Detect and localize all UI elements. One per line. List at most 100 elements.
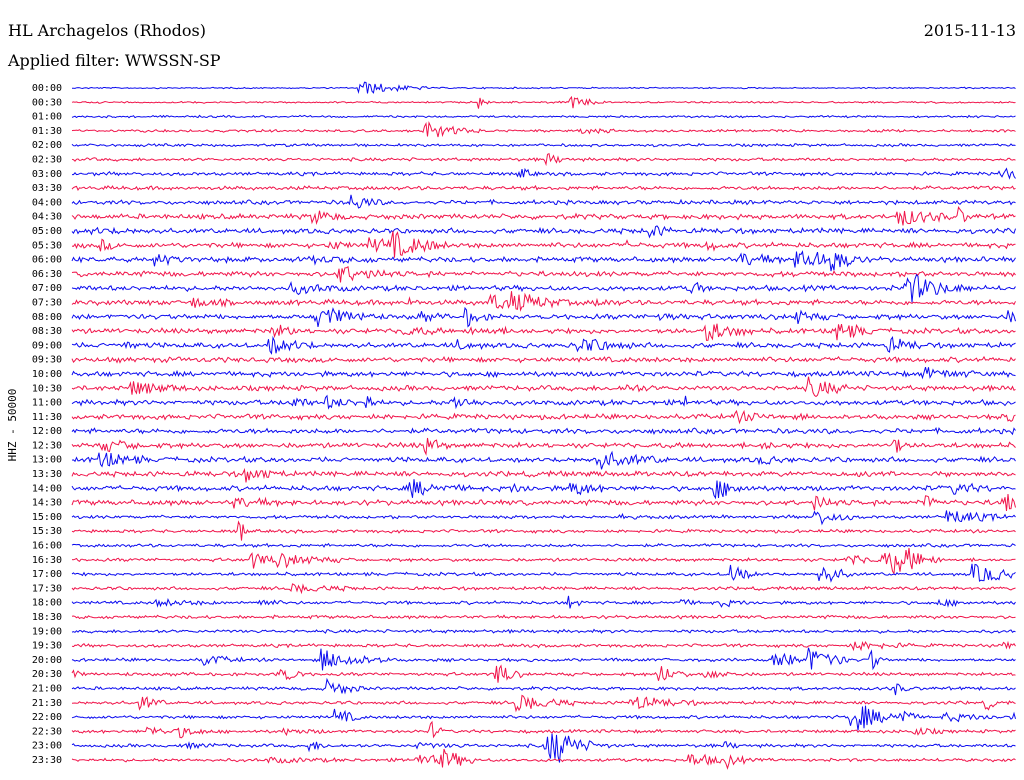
row-label: 08:00 (32, 312, 62, 323)
row-label: 05:30 (32, 240, 62, 251)
trace (71, 694, 1016, 713)
row-label: 03:00 (32, 169, 62, 180)
trace (71, 81, 1016, 95)
trace (71, 542, 1016, 549)
trace (71, 628, 1016, 635)
trace (71, 437, 1016, 456)
trace (71, 366, 1016, 380)
trace (71, 640, 1016, 652)
trace (71, 355, 1016, 364)
trace (71, 647, 1016, 671)
row-label: 02:00 (32, 140, 62, 151)
trace (71, 231, 1016, 258)
trace (71, 720, 1016, 739)
trace (71, 547, 1016, 576)
row-label: 16:30 (32, 555, 62, 566)
row-label: 14:30 (32, 498, 62, 509)
row-label: 11:00 (32, 398, 62, 409)
trace (71, 583, 1016, 595)
trace (71, 120, 1016, 138)
row-label: 12:00 (32, 426, 62, 437)
row-label: 22:00 (32, 712, 62, 723)
row-label: 15:00 (32, 512, 62, 523)
trace (71, 194, 1016, 209)
row-label: 09:30 (32, 355, 62, 366)
trace (71, 114, 1016, 119)
trace (71, 520, 1016, 541)
row-label: 20:30 (32, 669, 62, 680)
trace (71, 510, 1016, 526)
trace (71, 614, 1016, 620)
row-label: 20:00 (32, 655, 62, 666)
trace (71, 479, 1016, 500)
row-label: 10:00 (32, 369, 62, 380)
trace (71, 184, 1016, 192)
row-label: 21:30 (32, 698, 62, 709)
row-label: 12:30 (32, 440, 62, 451)
trace (71, 142, 1016, 148)
trace (71, 153, 1016, 167)
trace (71, 250, 1016, 272)
row-label: 21:00 (32, 684, 62, 695)
trace (71, 677, 1016, 696)
row-label: 01:00 (32, 112, 62, 123)
trace (71, 306, 1016, 328)
row-label: 19:00 (32, 626, 62, 637)
row-label: 16:00 (32, 541, 62, 552)
row-label: 07:00 (32, 283, 62, 294)
trace (71, 705, 1016, 731)
trace (71, 409, 1016, 425)
row-label: 11:30 (32, 412, 62, 423)
trace (71, 335, 1016, 355)
row-label: 06:00 (32, 255, 62, 266)
row-label: 05:00 (32, 226, 62, 237)
row-label: 08:30 (32, 326, 62, 337)
traces (71, 81, 1016, 770)
trace (71, 394, 1016, 410)
row-label: 22:30 (32, 726, 62, 737)
row-label: 07:30 (32, 297, 62, 308)
trace (72, 167, 1016, 180)
row-label: 18:00 (32, 598, 62, 609)
trace (71, 664, 1016, 683)
trace (71, 95, 1016, 109)
trace (71, 563, 1016, 583)
row-label: 00:30 (32, 97, 62, 108)
row-label: 01:30 (32, 126, 62, 137)
trace (71, 493, 1016, 511)
row-label: 23:00 (32, 741, 62, 752)
row-label: 06:30 (32, 269, 62, 280)
trace (71, 450, 1016, 470)
row-label: 23:30 (32, 755, 62, 766)
row-label: 17:30 (32, 583, 62, 594)
row-label: 03:30 (32, 183, 62, 194)
row-label: 18:30 (32, 612, 62, 623)
trace (71, 273, 1016, 303)
row-label: 04:30 (32, 212, 62, 223)
trace (71, 323, 1016, 341)
trace (71, 291, 1016, 312)
row-label: 14:00 (32, 483, 62, 494)
trace (71, 225, 1016, 239)
row-label: 17:00 (32, 569, 62, 580)
row-label: 13:30 (32, 469, 62, 480)
trace (71, 376, 1016, 398)
trace (71, 265, 1016, 283)
row-label: 13:00 (32, 455, 62, 466)
row-label: 09:00 (32, 340, 62, 351)
row-label: 19:30 (32, 641, 62, 652)
trace (71, 467, 1016, 483)
row-label: 02:30 (32, 154, 62, 165)
row-label: 15:30 (32, 526, 62, 537)
station-title: HL Archagelos (Rhodos) (8, 21, 206, 40)
date: 2015-11-13 (924, 21, 1016, 40)
trace (71, 206, 1016, 226)
trace (71, 733, 1016, 763)
trace (71, 595, 1016, 609)
row-label: 04:00 (32, 197, 62, 208)
trace (71, 427, 1016, 436)
row-label: 10:30 (32, 383, 62, 394)
axis-label: HHZ - 50000 (6, 389, 19, 462)
filter-label: Applied filter: WWSSN-SP (7, 51, 221, 70)
